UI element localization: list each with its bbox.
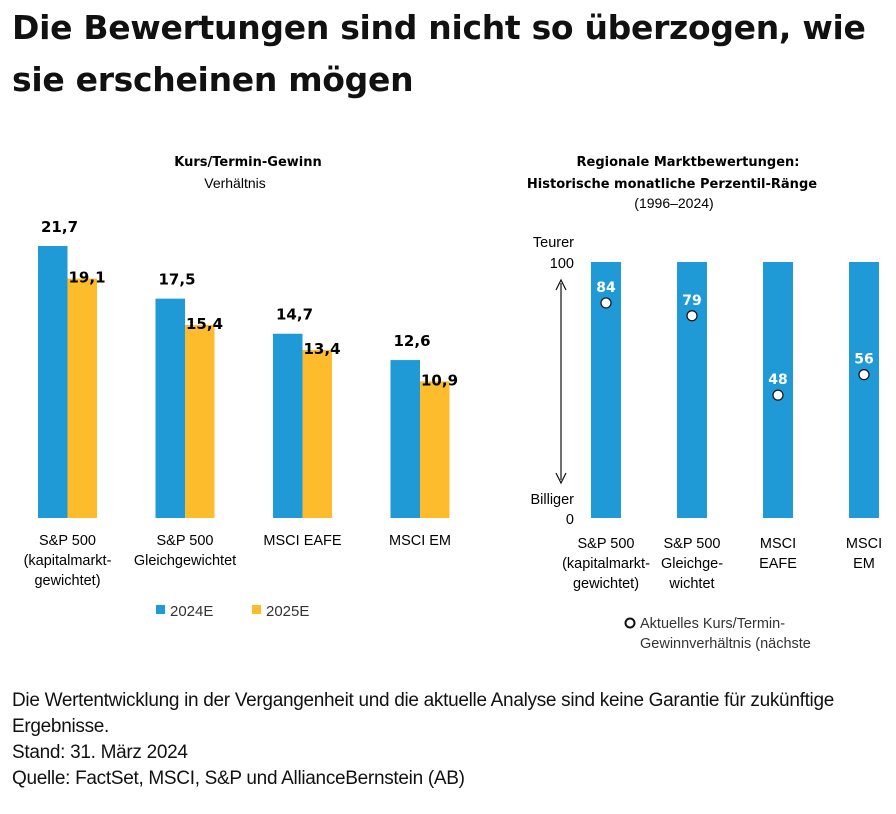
bar-2024E-1 xyxy=(155,298,185,518)
category-label: MSCI EM xyxy=(389,533,451,549)
bar-2025E-2 xyxy=(302,350,332,518)
current-pe-marker xyxy=(858,369,870,381)
chart2-subtitle: (1996–2024) xyxy=(634,195,713,211)
y-top-label: Teurer xyxy=(533,235,574,251)
bar-2024E-2 xyxy=(273,333,303,518)
category-label: EM xyxy=(853,556,875,572)
charts: Kurs/Termin-Gewinn Verhältnis 21,7 19,1 S&P … xyxy=(24,155,883,652)
data-label: 12,6 xyxy=(394,332,431,350)
chart1-subtitle: Verhältnis xyxy=(204,175,265,191)
category-label: (kapitalmarkt- xyxy=(24,553,112,569)
category-label: MSCI xyxy=(846,536,882,552)
category-label: S&P 500 xyxy=(578,536,635,552)
legend-label: Aktuelles Kurs/Termin- xyxy=(640,616,785,632)
date-note: Stand: 31. März 2024 xyxy=(12,742,188,763)
category-label: Gleichgewichtet xyxy=(134,553,236,569)
current-pe-marker xyxy=(772,389,784,401)
legend-swatch-2024E xyxy=(156,605,165,614)
chart1-title: Kurs/Termin-Gewinn xyxy=(174,155,321,170)
percentile-bar-3 xyxy=(849,262,879,518)
percentile-label: 56 xyxy=(854,352,873,368)
category-label: wichtet xyxy=(668,576,714,592)
arrow-up-icon xyxy=(555,278,567,291)
chart2-title: Regionale Marktbewertungen: xyxy=(577,155,800,170)
percentile-bar-1 xyxy=(677,262,707,518)
percentile-label: 48 xyxy=(768,372,787,388)
percentile-label: 79 xyxy=(682,293,701,309)
category-label: gewichtet) xyxy=(573,576,639,592)
disclaimer: Die Wertentwicklung in der Vergangenheit… xyxy=(12,690,835,737)
y-bottom-label: Billiger xyxy=(530,492,574,508)
legend-label: 2024E xyxy=(170,603,213,620)
current-pe-marker xyxy=(686,310,698,322)
footer: Die Wertentwicklung in der Vergangenheit… xyxy=(12,688,872,792)
page-title: Die Bewertungen sind nicht so überzogen,… xyxy=(12,8,866,99)
data-label: 15,4 xyxy=(186,315,223,333)
y-top-value: 100 xyxy=(550,256,574,272)
category-label: Gleichge- xyxy=(661,556,723,572)
data-label: 19,1 xyxy=(69,269,106,287)
data-label: 17,5 xyxy=(159,271,196,289)
data-label: 10,9 xyxy=(421,371,458,389)
bar-2024E-0 xyxy=(38,246,68,518)
chart2-title-line2: Historische monatliche Perzentil-Ränge xyxy=(527,177,817,192)
data-label: 13,4 xyxy=(304,340,341,358)
y-bottom-value: 0 xyxy=(566,512,574,528)
category-label: MSCI EAFE xyxy=(263,533,341,549)
bar-2025E-0 xyxy=(67,278,97,518)
data-label: 21,7 xyxy=(41,218,78,236)
category-label: gewichtet) xyxy=(34,573,100,589)
legend-swatch-2025E xyxy=(252,605,261,614)
legend-label: 2025E xyxy=(266,603,309,620)
current-pe-marker xyxy=(600,297,612,309)
category-label: S&P 500 xyxy=(664,536,721,552)
category-label: S&P 500 xyxy=(39,533,96,549)
bar-2024E-3 xyxy=(390,360,420,518)
legend-circle-icon xyxy=(624,617,636,629)
category-label: EAFE xyxy=(759,556,797,572)
category-label: (kapitalmarkt- xyxy=(562,556,650,572)
category-label: MSCI xyxy=(760,536,796,552)
arrow-down-icon xyxy=(555,472,567,485)
source-note: Quelle: FactSet, MSCI, S&P und AllianceB… xyxy=(12,768,465,789)
legend-label: Gewinnverhältnis (nächste xyxy=(640,636,811,652)
category-label: S&P 500 xyxy=(157,533,214,549)
data-label: 14,7 xyxy=(276,306,313,324)
percentile-label: 84 xyxy=(596,280,616,296)
bar-2025E-1 xyxy=(185,324,215,518)
bar-2025E-3 xyxy=(420,381,450,518)
